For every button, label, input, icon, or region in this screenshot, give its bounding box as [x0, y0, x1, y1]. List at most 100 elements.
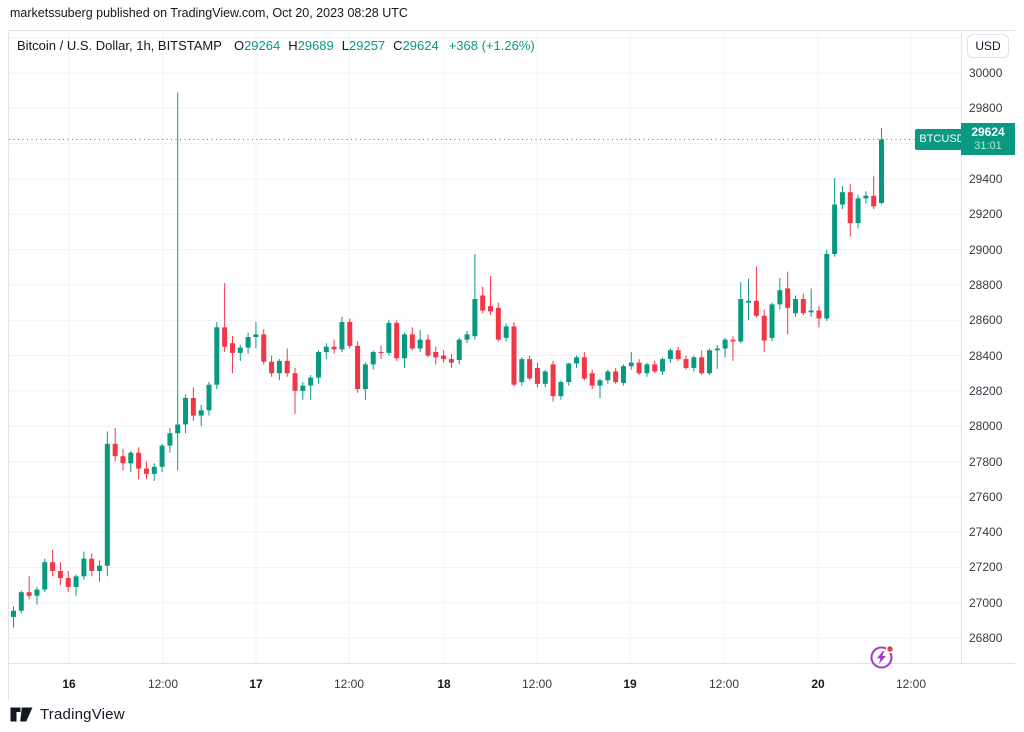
candle-body: [746, 300, 752, 303]
symbol-price-badge: BTCUSD: [915, 128, 969, 150]
candle: [175, 92, 181, 471]
candle: [691, 355, 697, 372]
candle-body: [394, 322, 400, 359]
candle-body: [331, 346, 337, 350]
candle: [57, 562, 63, 586]
candle-body: [198, 410, 204, 416]
candle-body: [777, 290, 783, 305]
candle-body: [65, 578, 71, 587]
candle-body: [128, 452, 134, 464]
candle-body: [269, 361, 275, 374]
candle-body: [691, 357, 697, 368]
candle: [214, 322, 220, 390]
candle: [50, 549, 56, 577]
candle: [511, 322, 517, 387]
candle: [143, 461, 149, 480]
candle: [151, 463, 157, 481]
candle: [26, 576, 32, 600]
candle: [370, 350, 376, 370]
candle-body: [229, 343, 235, 353]
candle: [847, 184, 853, 237]
candle: [636, 359, 642, 375]
candle-body: [464, 334, 470, 340]
candle-body: [214, 327, 220, 385]
tradingview-attribution-link[interactable]: TradingView: [10, 706, 125, 723]
candle: [667, 348, 673, 363]
candle: [581, 352, 587, 381]
price-axis-label: 28600: [969, 313, 1003, 328]
candle-body: [378, 352, 384, 354]
candle: [534, 362, 540, 388]
candle-body: [472, 299, 478, 337]
candle-body: [769, 304, 775, 338]
price-axis-label: 26800: [969, 631, 1003, 646]
candle-body: [347, 322, 353, 346]
candle-body: [636, 362, 642, 374]
candle: [519, 357, 525, 386]
lightning-circle-icon: [870, 644, 895, 669]
candle-body: [527, 359, 533, 379]
candle-body: [89, 558, 95, 572]
candle: [331, 339, 337, 354]
candle-body: [57, 571, 63, 579]
candle: [292, 367, 298, 414]
candle-body: [448, 359, 454, 363]
candle-body: [167, 433, 173, 446]
candle: [73, 574, 79, 596]
candle-body: [871, 195, 877, 207]
candle: [730, 336, 736, 361]
candle: [11, 606, 16, 628]
candle: [65, 571, 71, 593]
candle-body: [738, 299, 744, 342]
time-axis-label: 20: [811, 677, 825, 691]
candle-body: [237, 347, 243, 353]
tradingview-logo-icon: [10, 707, 33, 722]
candle: [722, 337, 728, 358]
candle: [222, 283, 228, 353]
candlestick-canvas[interactable]: [9, 31, 961, 663]
time-axis-label: 12:00: [895, 677, 927, 691]
candle: [276, 359, 282, 381]
candle-body: [425, 339, 431, 356]
ohlc-high: H29689: [288, 38, 334, 53]
candle: [190, 387, 196, 421]
candle: [800, 293, 806, 315]
candle-body: [558, 382, 564, 397]
price-change: +368 (+1.26%): [448, 38, 535, 53]
candle-body: [34, 589, 40, 596]
chart-legend: Bitcoin / U.S. Dollar, 1h, BITSTAMP O292…: [17, 38, 535, 53]
candle-body: [613, 371, 619, 383]
candle: [81, 551, 87, 580]
candle: [480, 286, 486, 314]
currency-toggle-button[interactable]: USD: [967, 34, 1009, 58]
candle-body: [839, 192, 845, 205]
candle: [605, 369, 611, 384]
notification-dot: [885, 644, 895, 654]
price-axis-label: 27000: [969, 595, 1003, 610]
candle-body: [284, 360, 290, 374]
candle: [448, 353, 454, 368]
candle: [464, 330, 470, 344]
ohlc-low: L29257: [341, 38, 386, 53]
price-axis-label: 27800: [969, 454, 1003, 469]
candle-body: [574, 357, 580, 364]
candle: [675, 346, 681, 361]
events-icon[interactable]: [867, 642, 897, 672]
time-axis[interactable]: 16 12:00 17 12:00 18 12:00 19 12:00 20 12:00: [9, 663, 1015, 701]
time-axis-label: 16: [62, 677, 76, 691]
candle-body: [183, 397, 189, 425]
candle: [198, 405, 204, 427]
candle-body: [667, 350, 673, 360]
candle: [769, 302, 775, 342]
candle-body: [417, 339, 423, 349]
candle-body: [816, 310, 822, 319]
candle: [34, 586, 40, 605]
candle: [104, 431, 110, 577]
candle-body: [355, 345, 361, 390]
candle-body: [339, 322, 345, 350]
candle: [597, 378, 603, 398]
candle-body: [519, 359, 525, 383]
time-axis-label: 17: [249, 677, 263, 691]
candle-body: [652, 364, 658, 372]
candle: [402, 332, 407, 368]
